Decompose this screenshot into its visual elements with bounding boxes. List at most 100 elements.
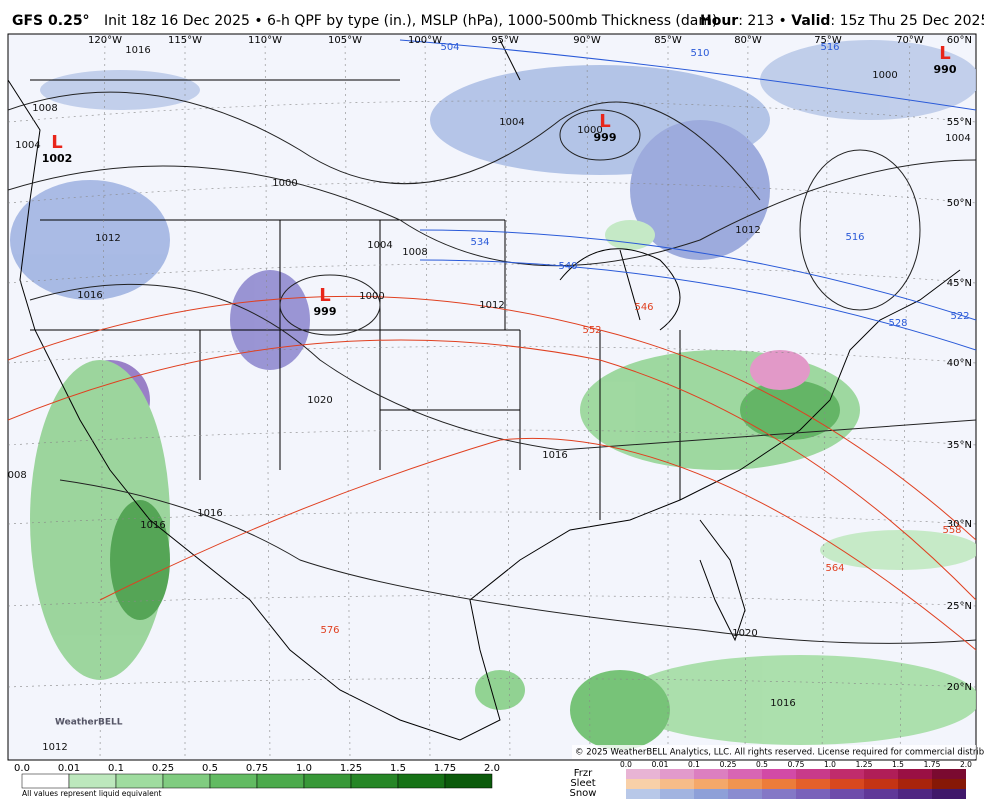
mix-swatch: [660, 789, 694, 799]
hour-label: Hour: [700, 13, 738, 29]
mix-tick: 1.25: [856, 760, 873, 769]
mix-swatch: [728, 769, 762, 779]
isobar-label: 1016: [542, 450, 567, 461]
isobar-label: 1012: [95, 233, 120, 244]
rain-tick: 1.25: [340, 763, 362, 774]
isobar-label: 1016: [77, 290, 102, 301]
lon-label: 95°W: [491, 35, 519, 46]
lon-label: 110°W: [248, 35, 282, 46]
map-area: 120°W 115°W 110°W 105°W 100°W 95°W 90°W 85°W 80°…: [7, 33, 984, 761]
mix-swatch: [694, 769, 728, 779]
rain-swatch: [444, 773, 493, 789]
rain-swatch: [350, 773, 399, 789]
lat-label: 50°N: [947, 198, 972, 209]
mix-tick: 1.75: [924, 760, 941, 769]
rain-swatch: [68, 773, 117, 789]
isobar-label: 1000: [359, 291, 384, 302]
mix-swatch: [762, 789, 796, 799]
mix-swatch: [932, 779, 966, 789]
legend-note: All values represent liquid equivalent: [22, 789, 161, 798]
rain-swatch: [303, 773, 352, 789]
rain-tick: 0.75: [246, 763, 268, 774]
thickness: [8, 39, 976, 651]
mix-tick: 0.25: [720, 760, 737, 769]
isobar-label: 1016: [197, 508, 222, 519]
copyright-bg: [572, 745, 976, 759]
rain-tick: 1.75: [434, 763, 456, 774]
mix-swatch: [932, 789, 966, 799]
isobar-label: 1004: [15, 140, 40, 151]
mix-swatch: [898, 779, 932, 789]
mix-swatch: [626, 769, 660, 779]
hour-value: : 213 •: [738, 13, 791, 29]
mix-swatch: [796, 769, 830, 779]
rain-swatch: [115, 773, 164, 789]
thickness-label: 540: [558, 261, 577, 272]
map-labels: 120°W 115°W 110°W 105°W 100°W 95°W 90°W 85°W 80°…: [8, 35, 972, 753]
lon-label: 115°W: [168, 35, 202, 46]
isobar-label: 1004: [367, 240, 392, 251]
mix-swatch: [626, 789, 660, 799]
rain-swatch: [397, 773, 446, 789]
lon-label: 105°W: [328, 35, 362, 46]
thickness-label: 552: [582, 325, 601, 336]
isobar-label: 1000: [272, 178, 297, 189]
mix-tick: 0.5: [756, 760, 768, 769]
isobar-label: 1012: [735, 225, 760, 236]
lon-label: 120°W: [88, 35, 122, 46]
low-pressure: 999: [594, 131, 617, 144]
thickness-label: 504: [440, 42, 459, 53]
mix-row-label: Sleet: [570, 778, 595, 789]
mix-swatch: [694, 779, 728, 789]
mix-swatch: [898, 769, 932, 779]
lat-label: 35°N: [947, 440, 972, 451]
isobar-label: 1004: [945, 133, 970, 144]
mix-swatch: [932, 769, 966, 779]
rain-tick: 0.01: [58, 763, 80, 774]
mix-swatch: [830, 769, 864, 779]
mix-tick: 2.0: [960, 760, 972, 769]
mix-swatch: [762, 779, 796, 789]
thickness-label: 522: [950, 311, 969, 322]
header-subtitle: Init 18z 16 Dec 2025 • 6-h QPF by type (…: [104, 13, 717, 29]
mix-swatch: [626, 779, 660, 789]
lat-label: 55°N: [947, 117, 972, 128]
lat-label: 45°N: [947, 278, 972, 289]
mix-swatch: [694, 789, 728, 799]
mix-tick: 1.0: [824, 760, 836, 769]
lon-label: 70°W: [896, 35, 924, 46]
mix-tick: 0.01: [652, 760, 669, 769]
lon-label: 80°W: [734, 35, 762, 46]
mix-swatch: [830, 779, 864, 789]
precip: [10, 40, 976, 750]
mix-tick: 0.1: [688, 760, 700, 769]
low-symbol: L: [939, 43, 950, 64]
legend: 0.0 0.01 0.1 0.25 0.5 0.75 1.0 1.25 1.5 1.75 2.0 Al…: [14, 760, 972, 799]
mix-swatch: [660, 779, 694, 789]
low-symbol: L: [319, 285, 330, 306]
mix-swatch: [660, 769, 694, 779]
mix-swatch: [864, 789, 898, 799]
lat-label: 60°N: [947, 35, 972, 46]
rain-tick: 2.0: [484, 763, 500, 774]
thickness-label: 528: [888, 318, 907, 329]
mix-swatch: [796, 779, 830, 789]
model-name: GFS 0.25°: [12, 13, 90, 29]
mix-tick: 0.75: [788, 760, 805, 769]
isobar-label: 1000: [577, 125, 602, 136]
lon-label: 100°W: [408, 35, 442, 46]
watermark: WeatherBELL: [55, 718, 123, 728]
mix-swatch: [830, 789, 864, 799]
mix-row-label: Snow: [570, 788, 597, 799]
rain-tick: 1.0: [296, 763, 312, 774]
isobar-label: 1016: [140, 520, 165, 531]
header-valid: Hour: 213 • Valid: 15z Thu 25 Dec 2025: [700, 13, 984, 29]
rain-tick: 0.5: [202, 763, 218, 774]
mix-swatch: [796, 789, 830, 799]
isobar-label: 1008: [402, 247, 427, 258]
isobar-label: 1012: [479, 300, 504, 311]
low-symbol: L: [599, 111, 610, 132]
rain-tick: 0.25: [152, 763, 174, 774]
map-layers: 120°W 115°W 110°W 105°W 100°W 95°W 90°W 85°W 80°…: [8, 34, 976, 760]
